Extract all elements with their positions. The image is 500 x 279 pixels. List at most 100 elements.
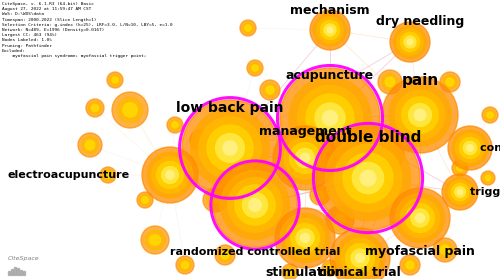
Circle shape	[481, 171, 495, 185]
Circle shape	[411, 209, 429, 227]
Circle shape	[327, 265, 333, 271]
Circle shape	[203, 188, 227, 212]
Circle shape	[317, 17, 343, 43]
Circle shape	[376, 141, 404, 169]
Circle shape	[397, 29, 423, 55]
Circle shape	[245, 25, 251, 31]
Circle shape	[346, 244, 374, 272]
Circle shape	[384, 149, 396, 161]
Circle shape	[248, 199, 262, 211]
Circle shape	[306, 94, 354, 142]
Circle shape	[221, 251, 229, 259]
Circle shape	[162, 167, 178, 183]
Text: dry needling: dry needling	[376, 16, 464, 28]
Circle shape	[351, 249, 369, 267]
Circle shape	[102, 169, 114, 181]
Circle shape	[156, 162, 184, 188]
Circle shape	[314, 14, 346, 46]
Text: controlled trial: controlled trial	[480, 143, 500, 153]
Circle shape	[330, 228, 390, 279]
Circle shape	[152, 157, 188, 193]
Text: CiteSpace, v. 6.1.R3 (64-bit) Basic
August 27, 2022 at 11:59:47 AM CST
WoS: D:\W: CiteSpace, v. 6.1.R3 (64-bit) Basic Augu…	[2, 2, 172, 58]
Text: acupuncture: acupuncture	[286, 69, 374, 81]
Circle shape	[137, 192, 153, 208]
Circle shape	[296, 148, 314, 168]
Circle shape	[452, 160, 468, 176]
Circle shape	[445, 177, 475, 207]
Circle shape	[385, 77, 395, 87]
Circle shape	[107, 72, 123, 88]
Circle shape	[406, 204, 434, 232]
Circle shape	[247, 60, 263, 76]
Circle shape	[112, 77, 118, 83]
Circle shape	[196, 136, 204, 144]
Circle shape	[326, 135, 410, 221]
Circle shape	[400, 255, 420, 275]
Circle shape	[483, 173, 493, 183]
Circle shape	[266, 86, 274, 94]
Circle shape	[457, 165, 463, 171]
Circle shape	[366, 259, 384, 277]
Bar	[23, 271, 25, 275]
Text: trigger point: trigger point	[470, 187, 500, 197]
Circle shape	[190, 109, 270, 187]
Text: pain: pain	[402, 73, 438, 88]
Circle shape	[443, 75, 457, 89]
Circle shape	[406, 261, 414, 269]
Circle shape	[433, 238, 457, 262]
Circle shape	[235, 185, 275, 225]
Circle shape	[242, 193, 268, 218]
Circle shape	[220, 170, 290, 239]
Circle shape	[390, 22, 430, 62]
Circle shape	[482, 107, 498, 123]
Circle shape	[199, 117, 261, 179]
Circle shape	[454, 187, 466, 198]
Text: double blind: double blind	[315, 131, 421, 146]
Circle shape	[452, 183, 468, 201]
Circle shape	[100, 167, 116, 183]
Circle shape	[400, 32, 419, 52]
Text: clinical trial: clinical trial	[319, 266, 401, 278]
Circle shape	[320, 20, 340, 40]
Circle shape	[442, 174, 478, 210]
Circle shape	[336, 234, 384, 279]
Circle shape	[316, 191, 324, 199]
Circle shape	[460, 138, 480, 158]
Circle shape	[280, 68, 380, 168]
Circle shape	[382, 74, 398, 90]
Circle shape	[263, 83, 277, 97]
Circle shape	[408, 104, 432, 126]
Circle shape	[176, 256, 194, 274]
Circle shape	[142, 147, 198, 203]
Circle shape	[448, 180, 471, 204]
Circle shape	[414, 109, 426, 121]
Circle shape	[112, 92, 148, 128]
Circle shape	[324, 263, 336, 274]
Circle shape	[313, 188, 327, 202]
Circle shape	[300, 234, 310, 242]
Circle shape	[487, 112, 493, 118]
Circle shape	[416, 213, 424, 222]
Circle shape	[448, 126, 492, 170]
Circle shape	[287, 269, 293, 275]
Circle shape	[218, 248, 232, 262]
Circle shape	[407, 39, 413, 45]
Circle shape	[86, 99, 104, 117]
Circle shape	[150, 234, 160, 246]
Circle shape	[282, 264, 298, 279]
Circle shape	[273, 126, 337, 190]
Circle shape	[356, 254, 364, 263]
Circle shape	[372, 264, 378, 271]
Bar	[14, 267, 16, 275]
Circle shape	[402, 97, 438, 133]
Circle shape	[142, 197, 148, 203]
Circle shape	[446, 78, 454, 86]
Circle shape	[334, 144, 402, 212]
Circle shape	[275, 208, 335, 268]
Circle shape	[396, 90, 444, 140]
Circle shape	[327, 27, 333, 33]
Bar	[17, 268, 19, 275]
Circle shape	[390, 188, 450, 248]
Circle shape	[296, 229, 314, 247]
Circle shape	[193, 133, 207, 147]
